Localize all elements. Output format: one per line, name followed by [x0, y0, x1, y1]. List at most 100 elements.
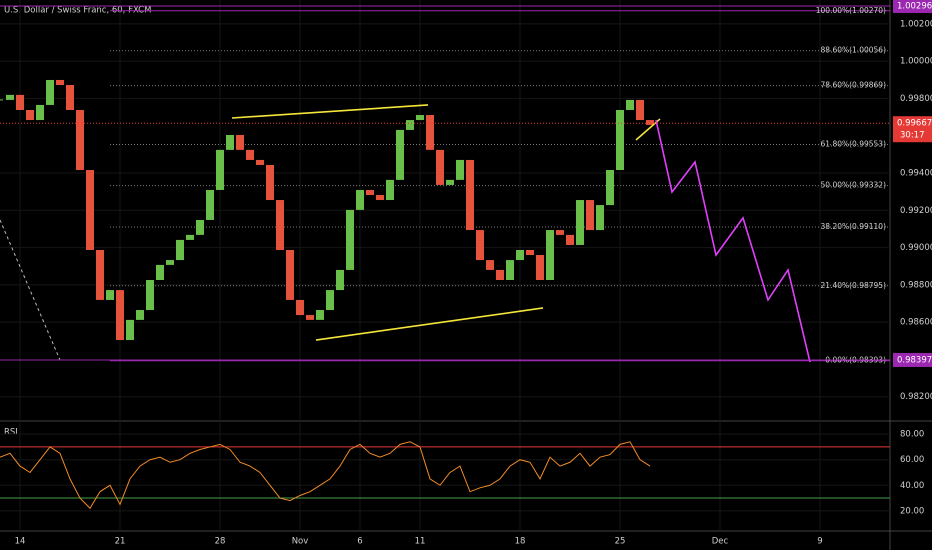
candle — [546, 230, 554, 280]
candle — [296, 299, 304, 316]
chart-title: U.S. Dollar / Swiss Franc, 60, FXCM — [4, 6, 151, 16]
candle — [6, 94, 14, 100]
candle — [146, 280, 154, 311]
candle — [26, 109, 34, 121]
candle — [206, 189, 214, 220]
candle — [416, 115, 424, 121]
price-marker — [893, 352, 932, 367]
candle — [636, 99, 644, 121]
candle — [436, 149, 444, 185]
candle — [16, 94, 24, 110]
candle — [236, 134, 244, 150]
candle — [626, 99, 634, 110]
trendline — [315, 307, 544, 341]
trendline — [655, 119, 811, 363]
fib-label: 38.20%(0.99110) — [821, 222, 887, 231]
y-tick-label: 40.00 — [900, 481, 924, 491]
candle — [426, 115, 434, 150]
candle — [606, 170, 614, 206]
x-tick-label: 28 — [215, 537, 226, 547]
candle — [246, 149, 254, 160]
rsi-line — [0, 441, 651, 510]
chart-title: RSI — [4, 428, 18, 438]
candle — [36, 104, 44, 121]
candle — [516, 249, 524, 261]
candle — [96, 249, 104, 300]
candle — [366, 189, 374, 195]
candle — [216, 149, 224, 190]
candle — [136, 310, 144, 320]
y-tick-label: 1.00200 — [900, 19, 932, 29]
y-tick-label: 0.98600 — [900, 318, 932, 328]
candle — [476, 230, 484, 261]
y-tick-label: 0.99000 — [900, 243, 932, 253]
fib-label: 100.00%(1.00270) — [816, 6, 886, 15]
candle — [566, 234, 574, 245]
candle — [616, 109, 624, 171]
candle — [346, 209, 354, 270]
candle — [316, 310, 324, 320]
candle — [536, 255, 544, 280]
y-tick-label: 0.98800 — [900, 280, 932, 290]
y-tick-label: 20.00 — [900, 506, 924, 516]
candle — [126, 319, 134, 341]
candle — [256, 159, 264, 165]
candle — [106, 290, 114, 300]
candle — [286, 249, 294, 300]
candle — [466, 159, 474, 231]
y-tick-label: 80.00 — [900, 430, 924, 440]
candle — [596, 205, 604, 231]
fib-label: 21.40%(0.98795) — [821, 281, 887, 290]
trendline — [231, 104, 429, 119]
candle — [446, 179, 454, 185]
candle — [156, 264, 164, 280]
candle — [276, 200, 284, 250]
candle — [86, 170, 94, 250]
candle — [506, 260, 514, 280]
candle — [56, 79, 64, 86]
x-tick-label: 6 — [357, 537, 362, 547]
x-tick-label: Dec — [712, 537, 729, 547]
candle — [46, 79, 54, 105]
fib-label: 88.60%(1.00056) — [821, 46, 887, 55]
x-tick-label: 25 — [615, 537, 626, 547]
x-tick-label: Nov — [292, 537, 309, 547]
candle — [356, 189, 364, 210]
candle — [586, 200, 594, 231]
candle — [646, 120, 654, 125]
price-marker-label: 0.98397 — [897, 355, 932, 365]
x-tick-label: 14 — [15, 537, 26, 547]
fib-label: 50.00%(0.99332) — [821, 181, 887, 190]
candle — [376, 194, 384, 201]
candle — [196, 219, 204, 235]
price-marker — [893, 116, 932, 143]
y-tick-label: 60.00 — [900, 455, 924, 465]
candle — [326, 290, 334, 311]
candle — [166, 260, 174, 265]
candle — [456, 159, 464, 180]
candle — [66, 85, 74, 110]
x-tick-label: 18 — [515, 537, 526, 547]
price-marker — [893, 0, 932, 13]
x-tick-label: 21 — [115, 537, 126, 547]
y-tick-label: 0.98200 — [900, 392, 932, 402]
candle — [186, 234, 194, 240]
fib-label: 78.60%(0.99869) — [821, 81, 887, 90]
candle — [396, 129, 404, 180]
candle — [526, 249, 534, 256]
x-tick-label: 9 — [817, 537, 822, 547]
countdown: 30:17 — [900, 131, 925, 141]
price-marker-label: 1.00296 — [897, 1, 932, 11]
x-tick-label: 11 — [415, 537, 426, 547]
candle — [406, 120, 414, 130]
candle — [336, 269, 344, 291]
candle — [556, 230, 564, 235]
candle — [496, 269, 504, 280]
y-tick-label: 0.99400 — [900, 168, 932, 178]
candle — [226, 134, 234, 150]
fib-label: 61.80%(0.99553) — [821, 139, 887, 148]
candle — [576, 200, 584, 245]
candle — [486, 260, 494, 270]
